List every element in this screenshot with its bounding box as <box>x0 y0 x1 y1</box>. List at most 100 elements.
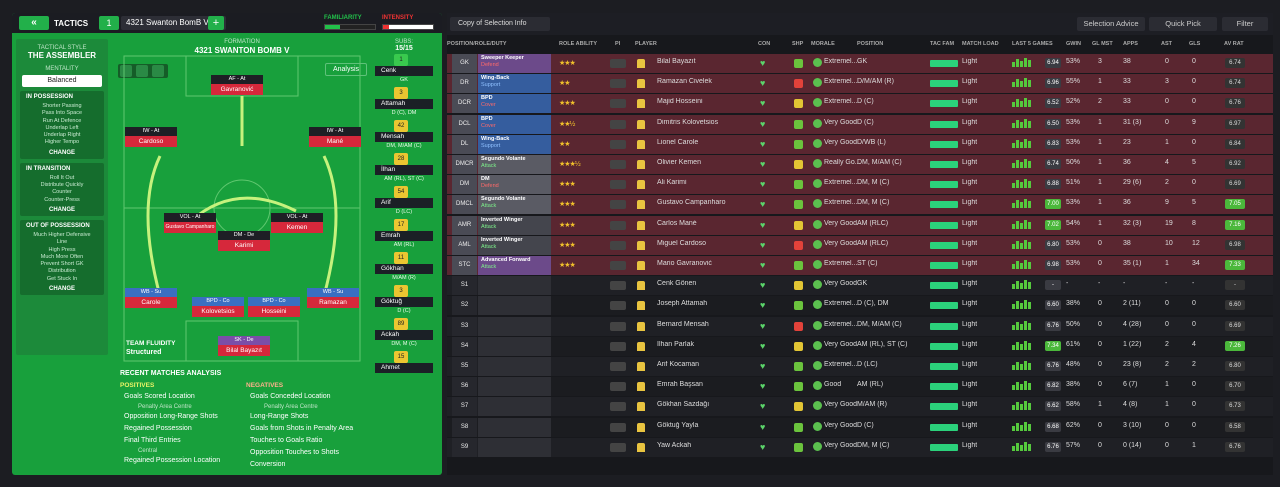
player-name[interactable]: Miguel Cardoso <box>657 239 707 247</box>
role-duty-select[interactable]: Segundo Volante Attack <box>478 155 551 174</box>
col-tac-fam[interactable]: TAC FAM <box>930 41 955 47</box>
copy-selection-dropdown[interactable]: Copy of Selection Info <box>450 17 550 31</box>
player-name[interactable]: Ali Karimi <box>657 179 687 187</box>
table-row[interactable]: DMCL Segundo Volante Attack ★★★ Gustavo Camp… <box>447 195 1273 215</box>
player-name[interactable]: Lionel Carole <box>657 138 699 146</box>
col-last5[interactable]: LAST 5 GAMES <box>1012 41 1053 47</box>
tactic-select[interactable]: 4321 Swanton BomB V <box>121 16 226 30</box>
pi-icon[interactable] <box>610 200 626 210</box>
player-name[interactable]: Göktuğ Yayla <box>657 421 699 429</box>
role-duty-select[interactable]: Sweeper Keeper Defend <box>478 54 551 73</box>
pitch-player-iw-right[interactable]: IW - At Mané <box>309 127 361 148</box>
pi-icon[interactable] <box>610 261 626 270</box>
pi-icon[interactable] <box>610 160 626 169</box>
analysis-button[interactable]: Analysis <box>325 63 367 76</box>
add-tactic-button[interactable]: + <box>208 16 224 30</box>
pi-icon[interactable] <box>610 321 626 331</box>
pi-icon[interactable] <box>610 422 626 432</box>
table-row[interactable]: AML Inverted Winger Attack ★★★ Miguel Cardos… <box>447 235 1273 255</box>
selection-advice-button[interactable]: Selection Advice <box>1077 17 1145 31</box>
player-name[interactable]: Mario Gavranović <box>657 260 712 267</box>
pitch-player-bpd-right[interactable]: BPD - Co Hosseini <box>248 297 300 318</box>
back-button[interactable]: « <box>19 16 49 30</box>
quick-pick-button[interactable]: Quick Pick <box>1149 17 1217 31</box>
pi-icon[interactable] <box>610 341 626 351</box>
mentality-select[interactable]: Balanced <box>22 75 102 87</box>
role-duty-select[interactable]: DM Defend <box>478 175 551 195</box>
sub-slot[interactable]: 54 Arif D (LC) <box>369 186 439 217</box>
role-duty-select[interactable]: Wing-Back Support <box>478 134 551 154</box>
col-position[interactable]: POSITION <box>857 41 884 47</box>
pitch-player-bpd-left[interactable]: BPD - Co Kolovetsios <box>192 297 244 318</box>
filter-button[interactable]: Filter <box>1222 17 1268 31</box>
table-row[interactable]: AMR Inverted Winger Attack ★★★ Carlos Mané ♥ V… <box>447 215 1273 235</box>
pi-icon[interactable] <box>610 442 626 452</box>
sub-slot[interactable]: 3 Göktuğ D (C) <box>369 285 439 316</box>
table-row[interactable]: DM DM Defend ★★★ Ali Karimi ♥ Extremel... DM, M… <box>447 175 1273 195</box>
pi-icon[interactable] <box>610 119 626 129</box>
sub-slot[interactable]: 17 Emrah AM (RL) <box>369 219 439 250</box>
out-change-button[interactable]: CHANGE <box>48 286 75 293</box>
role-duty-select[interactable]: BPD Cover <box>478 94 551 114</box>
pi-icon[interactable] <box>610 139 626 149</box>
pitch-player-vol-left[interactable]: VOL - At Gustavo Campanharo <box>164 213 216 234</box>
pitch-player-sk[interactable]: SK - De Bilal Bayazıt <box>218 336 270 357</box>
pitch-player-dm[interactable]: DM - De Karimi <box>218 231 270 252</box>
chart-icon[interactable] <box>136 65 148 77</box>
table-row[interactable]: S7 Gökhan Sazdağı ♥ Very Good M/AM (R) Light 6… <box>447 397 1273 417</box>
player-name[interactable]: Joseph Attamah <box>657 300 708 308</box>
table-row[interactable]: S2 Joseph Attamah ♥ Extremel... D (C), DM Lig… <box>447 296 1273 316</box>
table-row[interactable]: DCL BPD Cover ★★½ Dimitris Kolovetsios ♥ Very … <box>447 114 1273 134</box>
pi-icon[interactable] <box>610 180 626 190</box>
player-name[interactable]: Bilal Bayazıt <box>657 58 696 65</box>
table-row[interactable]: S4 İlhan Parlak ♥ Very Good AM (RL), ST (C) L… <box>447 336 1273 356</box>
col-gwin[interactable]: GWIN <box>1066 41 1081 47</box>
player-name[interactable]: Arif Kocaman <box>657 361 700 368</box>
player-name[interactable]: İlhan Parlak <box>657 340 694 348</box>
col-con[interactable]: CON <box>758 41 771 47</box>
player-name[interactable]: Ramazan Civelek <box>657 78 712 86</box>
transition-change-button[interactable]: CHANGE <box>48 206 75 213</box>
col-gls[interactable]: GLS <box>1189 41 1201 47</box>
col-player[interactable]: PLAYER <box>635 41 657 47</box>
table-row[interactable]: S6 Emrah Başsan ♥ Good AM (RL) Light 6.82 38% 0 6… <box>447 377 1273 397</box>
col-avrat[interactable]: AV RAT <box>1224 41 1244 47</box>
role-duty-select[interactable]: Inverted Winger Attack <box>478 215 551 235</box>
role-duty-select[interactable]: BPD Cover <box>478 114 551 134</box>
col-pi[interactable]: PI <box>615 41 621 47</box>
player-name[interactable]: Majid Hosseini <box>657 98 703 106</box>
pi-icon[interactable] <box>610 79 626 89</box>
pitch-player-vol-right[interactable]: VOL - At Kemen <box>271 213 323 234</box>
role-duty-select[interactable]: Inverted Winger Attack <box>478 235 551 255</box>
player-name[interactable]: Carlos Mané <box>657 219 697 227</box>
player-name[interactable]: Olivier Kemen <box>657 159 701 166</box>
role-duty-select[interactable]: Advanced Forward Attack <box>478 256 551 275</box>
col-glmst[interactable]: GL MST <box>1092 41 1113 47</box>
table-row[interactable]: S5 Arif Kocaman ♥ Extremel... D (LC) Light 6.7… <box>447 357 1273 376</box>
col-apps[interactable]: APPS <box>1123 41 1138 47</box>
swap-icon[interactable] <box>152 65 164 77</box>
table-row[interactable]: S8 Göktuğ Yayla ♥ Very Good D (C) Light 6.68 62… <box>447 417 1273 437</box>
pi-icon[interactable] <box>610 382 626 392</box>
player-name[interactable]: Emrah Başsan <box>657 381 703 389</box>
table-row[interactable]: DL Wing-Back Support ★★ Lionel Carole ♥ Very G… <box>447 134 1273 154</box>
pi-icon[interactable] <box>610 362 626 371</box>
pi-icon[interactable] <box>610 281 626 291</box>
col-shp[interactable]: SHP <box>792 41 804 47</box>
sub-slot[interactable]: 15 Ahmet <box>369 351 439 382</box>
pi-icon[interactable] <box>610 220 626 230</box>
table-row[interactable]: S3 Bernard Mensah ♥ Extremel... DM, M/AM (C)… <box>447 316 1273 336</box>
table-row[interactable]: STC Advanced Forward Attack ★★★ Mario Gavran… <box>447 256 1273 275</box>
col-morale[interactable]: MORALE <box>811 41 835 47</box>
table-row[interactable]: S1 Cenk Gönen ♥ Very Good GK Light - - - - - - - <box>447 276 1273 296</box>
player-name[interactable]: Gustavo Campanharo <box>657 199 726 207</box>
table-row[interactable]: DMCR Segundo Volante Attack ★★★½ Olivier Kem… <box>447 155 1273 174</box>
col-position-role[interactable]: POSITION/ROLE/DUTY <box>447 41 507 47</box>
sub-slot[interactable]: 3 Attamah D (C), DM <box>369 87 439 118</box>
tactic-number[interactable]: 1 <box>99 16 119 30</box>
analysis-title[interactable]: RECENT MATCHES ANALYSIS <box>120 370 222 377</box>
player-name[interactable]: Gökhan Sazdağı <box>657 401 710 409</box>
table-row[interactable]: GK Sweeper Keeper Defend ★★★ Bilal Bayazıt ♥ E… <box>447 54 1273 73</box>
sub-slot[interactable]: 1 Cenk GK <box>369 54 439 85</box>
pitch-player-af[interactable]: AF - At Gavranović <box>211 75 263 96</box>
